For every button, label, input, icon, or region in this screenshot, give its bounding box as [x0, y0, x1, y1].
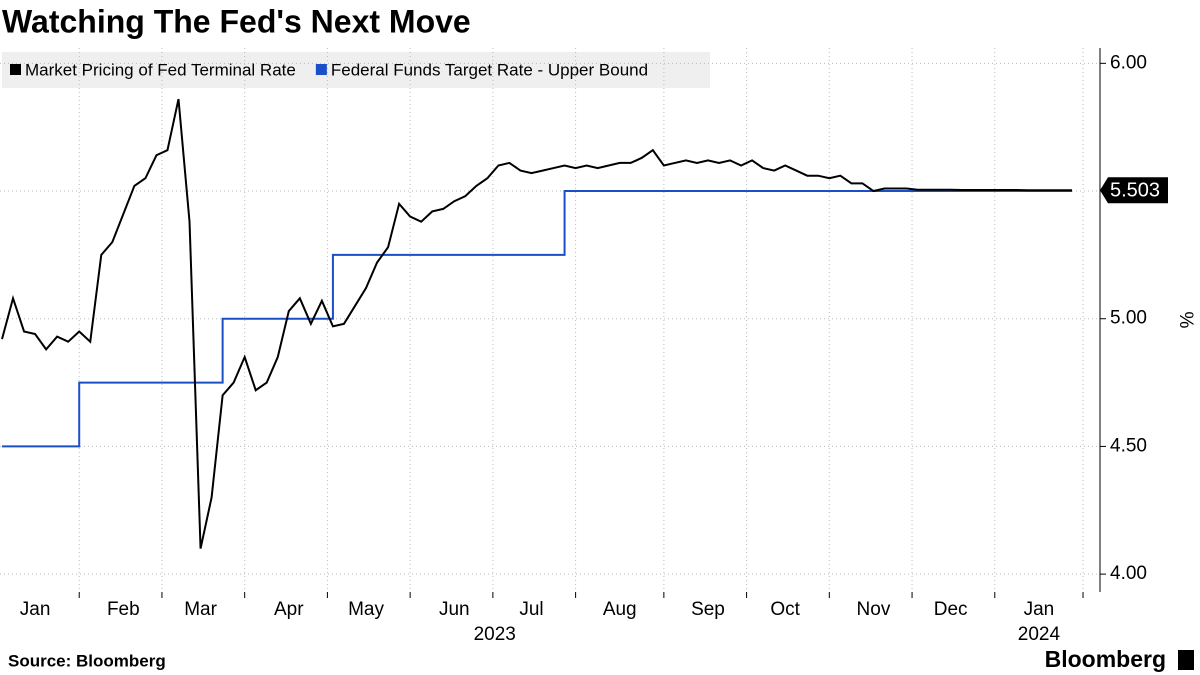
x-tick-label: May [348, 599, 384, 620]
x-tick-label: Jun [439, 599, 470, 620]
legend-swatch [315, 64, 327, 75]
y-tick-label: 4.50 [1110, 435, 1147, 456]
x-tick-label: Jan [1024, 599, 1055, 620]
last-value-box [1100, 177, 1168, 204]
brand: Bloomberg [1045, 646, 1166, 672]
series-line [1, 98, 1072, 549]
y-axis-label: % [1175, 312, 1196, 329]
source: Source: Bloomberg [8, 651, 166, 670]
year-label: 2024 [1018, 624, 1061, 645]
x-tick-label: Oct [770, 599, 800, 620]
x-tick-label: Mar [184, 599, 217, 620]
chart-title: Watching The Fed's Next Move [2, 3, 471, 39]
x-tick-label: Feb [107, 599, 140, 620]
series-line [2, 190, 1072, 448]
x-tick-label: Aug [603, 599, 637, 620]
last-value-label: 5.503 [1110, 180, 1160, 202]
legend-label: Federal Funds Target Rate - Upper Bound [331, 60, 648, 79]
x-tick-label: Apr [274, 599, 304, 620]
legend-label: Market Pricing of Fed Terminal Rate [25, 60, 296, 79]
legend-swatch [10, 64, 21, 75]
x-tick-label: Nov [857, 599, 891, 620]
y-tick-label: 5.00 [1110, 308, 1147, 329]
y-tick-label: 6.00 [1110, 52, 1147, 73]
y-tick-label: 4.00 [1110, 563, 1147, 584]
year-label: 2023 [474, 624, 516, 645]
x-tick-label: Jan [20, 599, 51, 620]
x-tick-label: Sep [691, 599, 725, 620]
brand-icon [1178, 650, 1194, 670]
legend-box [2, 52, 710, 88]
x-tick-label: Jul [519, 599, 543, 620]
x-tick-label: Dec [934, 599, 968, 620]
